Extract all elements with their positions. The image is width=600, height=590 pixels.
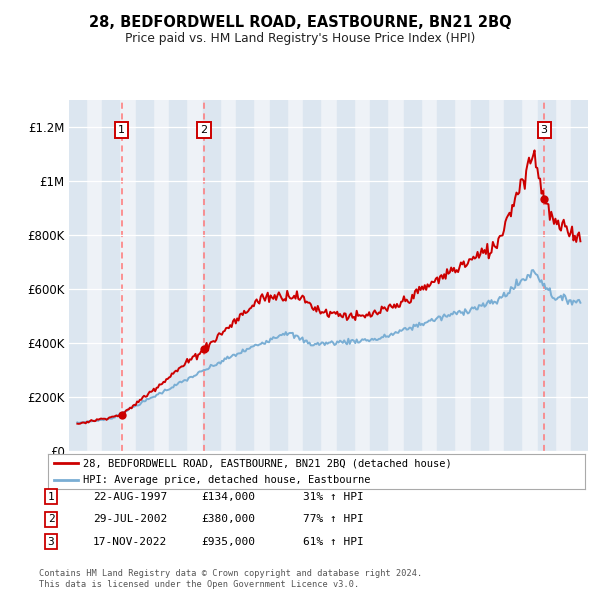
Text: 61% ↑ HPI: 61% ↑ HPI [303,537,364,546]
Text: Price paid vs. HM Land Registry's House Price Index (HPI): Price paid vs. HM Land Registry's House … [125,32,475,45]
Text: 17-NOV-2022: 17-NOV-2022 [93,537,167,546]
Text: 28, BEDFORDWELL ROAD, EASTBOURNE, BN21 2BQ (detached house): 28, BEDFORDWELL ROAD, EASTBOURNE, BN21 2… [83,458,452,468]
Text: 1: 1 [47,492,55,502]
Bar [571,100,588,451]
Text: £134,000: £134,000 [201,492,255,502]
Bar [169,100,186,451]
Text: 2: 2 [47,514,55,524]
Text: 28, BEDFORDWELL ROAD, EASTBOURNE, BN21 2BQ: 28, BEDFORDWELL ROAD, EASTBOURNE, BN21 2… [89,15,511,30]
Bar [304,100,320,451]
Text: 2: 2 [200,125,208,135]
Bar [203,100,220,451]
Bar [270,100,287,451]
Text: £380,000: £380,000 [201,514,255,524]
Text: 29-JUL-2002: 29-JUL-2002 [93,514,167,524]
Bar [538,100,554,451]
Text: £935,000: £935,000 [201,537,255,546]
Bar [404,100,421,451]
Text: This data is licensed under the Open Government Licence v3.0.: This data is licensed under the Open Gov… [39,579,359,589]
Bar [504,100,521,451]
Text: HPI: Average price, detached house, Eastbourne: HPI: Average price, detached house, East… [83,476,370,486]
Text: Contains HM Land Registry data © Crown copyright and database right 2024.: Contains HM Land Registry data © Crown c… [39,569,422,578]
Bar [437,100,454,451]
Text: 3: 3 [541,125,548,135]
Text: 1: 1 [118,125,125,135]
Bar [69,100,86,451]
Text: 22-AUG-1997: 22-AUG-1997 [93,492,167,502]
Bar [370,100,387,451]
Bar [337,100,353,451]
Text: 77% ↑ HPI: 77% ↑ HPI [303,514,364,524]
Bar [136,100,153,451]
Bar [236,100,253,451]
Bar [103,100,119,451]
Bar [471,100,488,451]
Text: 3: 3 [47,537,55,546]
Text: 31% ↑ HPI: 31% ↑ HPI [303,492,364,502]
